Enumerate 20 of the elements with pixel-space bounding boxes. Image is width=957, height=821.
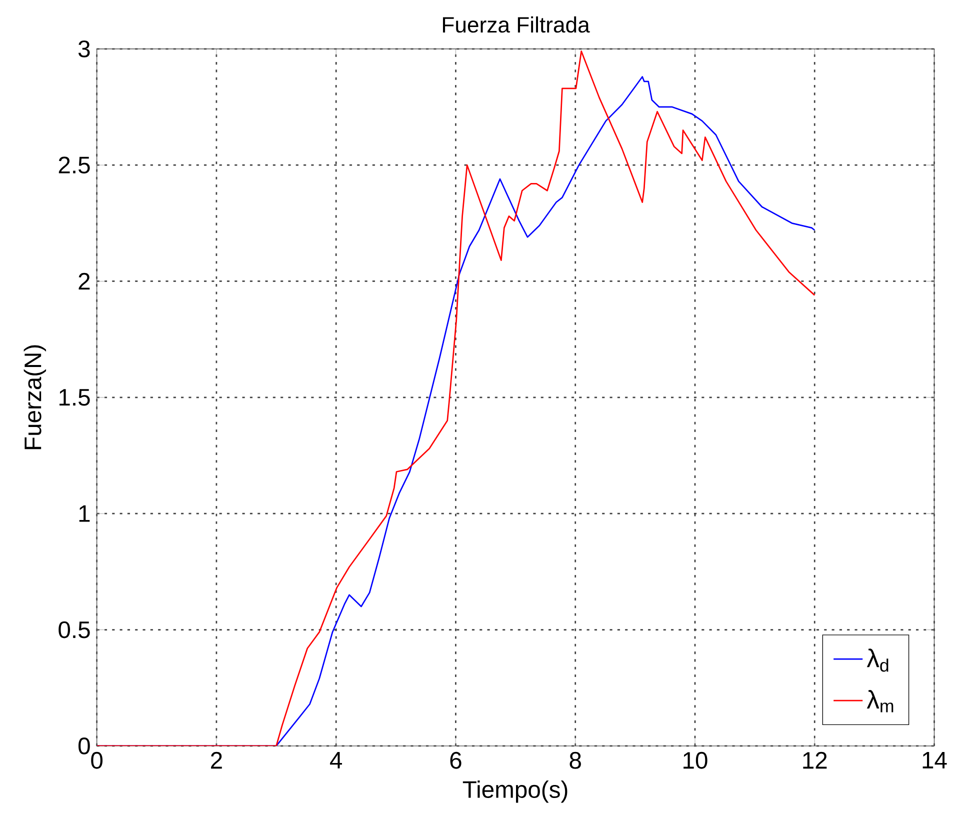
y-axis-title: Fuerza(N) <box>24 345 46 450</box>
legend-label: λ$_{d}$ <box>866 648 888 672</box>
y-tick-label: 0 <box>78 738 90 754</box>
y-tick-label: 0.5 <box>58 621 90 638</box>
x-tick-label: 10 <box>684 752 708 769</box>
y-tick-label: 2 <box>78 272 90 290</box>
legend-label: λ$_{m}$ <box>866 690 894 712</box>
x-tick-label: 4 <box>330 752 342 768</box>
x-tick-label: 12 <box>803 752 827 769</box>
y-tick-label: 1.5 <box>60 389 90 406</box>
x-tick-label: 8 <box>570 752 581 769</box>
y-tick-label: 2.5 <box>58 156 90 174</box>
chart-title: Fuerza Filtrada <box>442 16 590 33</box>
x-tick-label: 0 <box>91 752 103 769</box>
y-tick-label: 3 <box>78 40 90 58</box>
y-tick-label: 1 <box>79 505 90 522</box>
x-tick-label: 6 <box>450 752 462 769</box>
x-axis-title: Tiempo(s) <box>462 780 568 803</box>
x-tick-label: 14 <box>922 752 947 768</box>
x-tick-label: 2 <box>211 752 222 769</box>
